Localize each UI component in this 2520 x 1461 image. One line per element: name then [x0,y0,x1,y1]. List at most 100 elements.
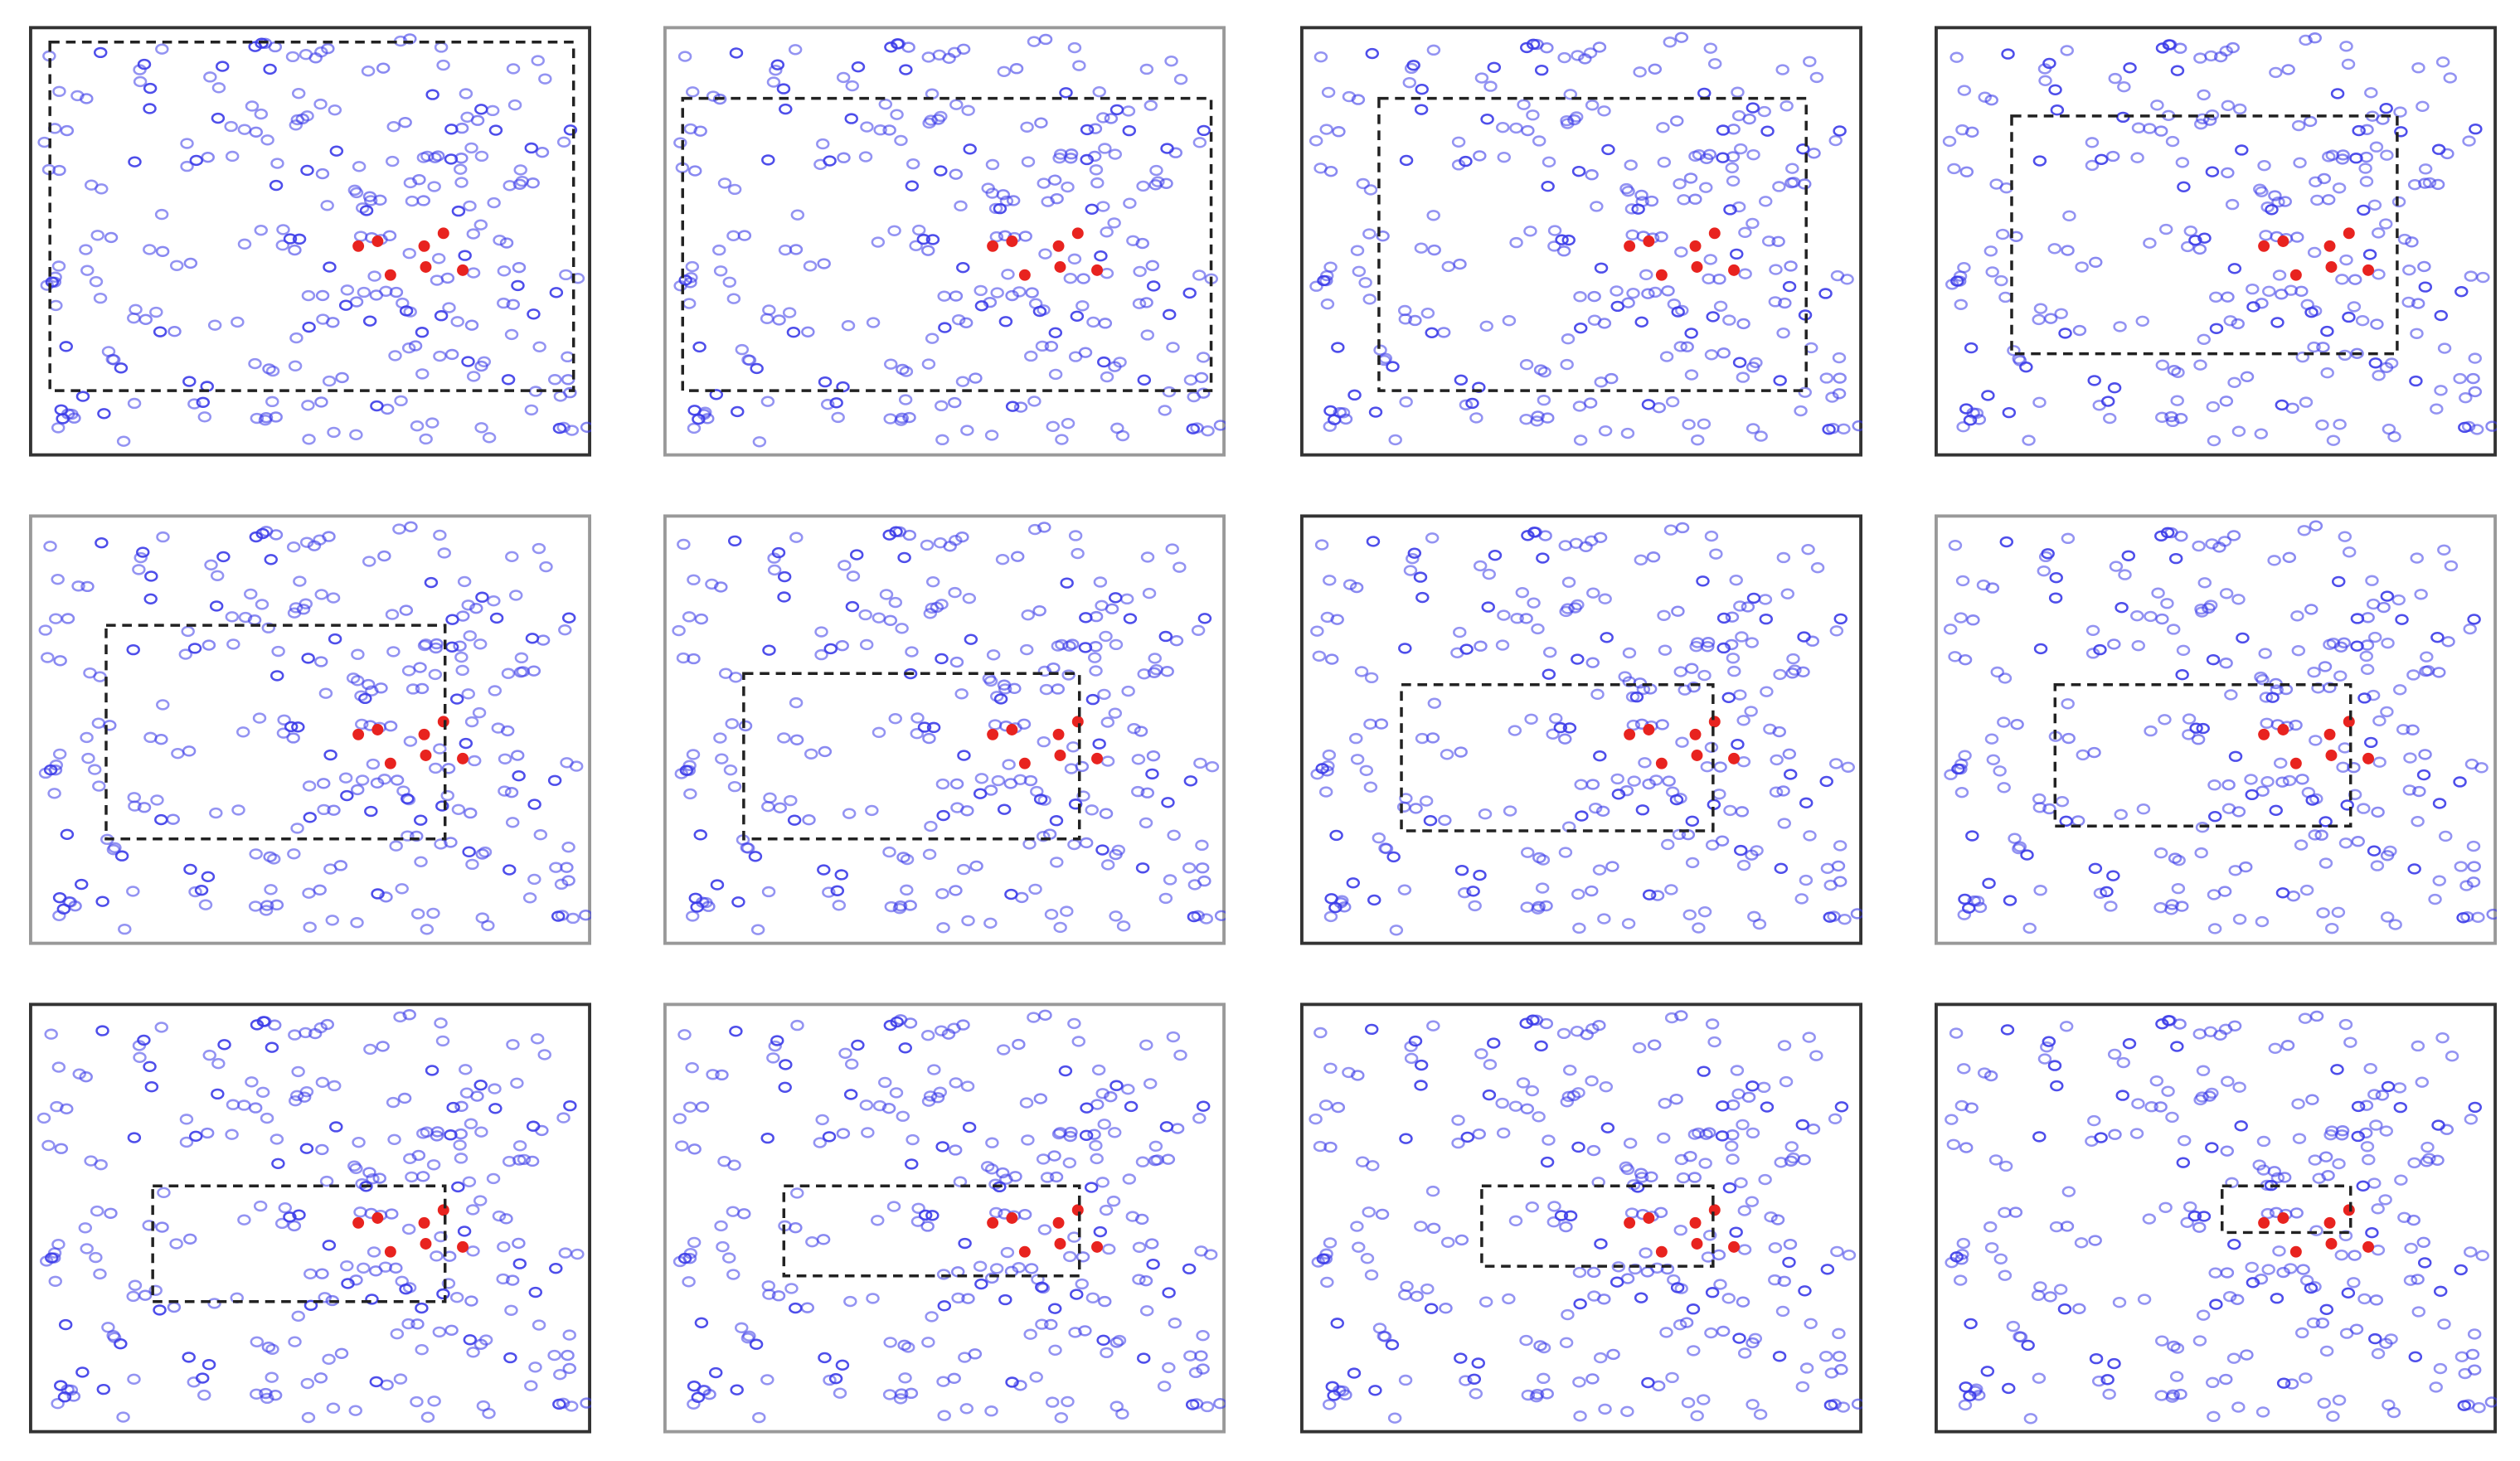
blue-point [1731,739,1745,750]
blue-point [301,400,315,411]
blue-point [1051,683,1066,695]
blue-point [2437,1318,2451,1330]
blue-point [444,837,458,848]
blue-point [462,1176,477,1187]
blue-point [731,896,745,908]
blue-point [2441,636,2455,648]
blue-point [818,1352,832,1364]
blue-point [1372,832,1386,844]
blue-point [2094,1132,2108,1143]
blue-point [444,1324,459,1337]
blue-point [866,317,881,328]
blue-point [1139,1305,1154,1317]
blue-point [1768,1274,1782,1286]
blue-point [692,341,706,353]
blue-point [1356,177,1371,190]
blue-point [536,634,551,646]
blue-point [528,1286,543,1298]
blue-point [2300,299,2314,311]
blue-point [1561,1308,1575,1321]
blue-point [2273,757,2288,769]
blue-point [960,805,974,817]
blue-point [1314,539,1329,551]
blue-point [2414,589,2428,600]
blue-point [1137,374,1152,386]
blue-point [2121,550,2136,561]
blue-point [1724,638,1739,651]
blue-point [1632,1042,1647,1054]
blue-point [1850,908,1862,920]
blue-point [505,551,519,563]
blue-point [2296,1264,2310,1275]
blue-point [1191,910,1205,922]
blue-point [1736,859,1751,871]
blue-point [2182,713,2197,725]
blue-point [2467,861,2481,872]
blue-point [2299,884,2314,896]
blue-point [1454,1352,1468,1364]
blue-point [871,236,886,248]
blue-point [61,613,75,624]
blue-point [374,682,388,694]
blue-point [357,286,371,299]
blue-point [1162,308,1177,321]
blue-point [2074,1237,2089,1249]
blue-point [1953,270,1968,282]
blue-point [898,1372,912,1384]
blue-point [2158,1201,2173,1213]
blue-point [1806,1123,1821,1135]
blue-point [995,554,1010,565]
blue-point [1313,1027,1328,1039]
red-point [1655,757,1668,769]
blue-point [1586,1144,1601,1157]
blue-point [962,592,977,604]
blue-point [2007,345,2021,357]
blue-point [882,846,896,858]
blue-point [2416,100,2430,113]
blue-point [202,1359,216,1371]
blue-point [2259,692,2274,703]
blue-point [1453,258,1467,270]
blue-point [539,561,553,573]
blue-point [1145,260,1160,271]
blue-point [513,164,527,176]
blue-point [1663,36,1678,48]
red-point [1018,269,1031,281]
blue-point [2196,1065,2211,1076]
blue-point [2382,1399,2396,1411]
blue-point [1104,1090,1118,1103]
red-point [437,716,449,728]
blue-point [350,784,365,796]
red-point [1054,750,1066,761]
blue-point [2365,1227,2379,1239]
blue-point [415,327,430,338]
blue-point [817,258,831,269]
blue-point [555,910,570,921]
blue-point [2207,1410,2221,1423]
blue-point [726,1269,740,1280]
blue-point [2276,1377,2291,1389]
blue-point [415,1344,429,1356]
blue-point [1000,1246,1015,1259]
blue-point [1593,750,1607,762]
blue-point [1486,1037,1501,1049]
blue-point [1529,1014,1544,1027]
blue-point [1473,150,1487,162]
red-point [420,750,432,761]
blue-point [1472,1128,1486,1140]
blue-point [155,245,170,257]
blue-point [2265,204,2279,216]
blue-point [2013,841,2027,852]
blue-point [326,317,340,328]
blue-point [1561,333,1576,345]
blue-point [2021,1339,2035,1352]
blue-point [133,64,147,75]
blue-point [255,599,269,610]
blue-point [2437,342,2452,354]
blue-point [844,1058,859,1070]
blue-point [721,1252,736,1264]
blue-point [991,774,1006,787]
blue-point [685,260,700,273]
blue-point [1090,1153,1104,1165]
blue-point [1093,1226,1108,1238]
